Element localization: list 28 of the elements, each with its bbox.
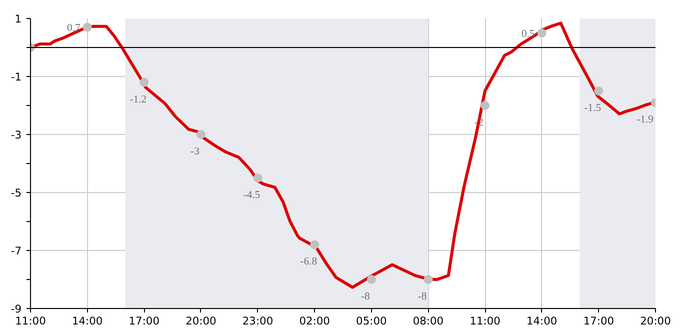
y-tick-label: -9 xyxy=(10,302,22,316)
data-label: -8 xyxy=(418,292,427,302)
data-label: -6.8 xyxy=(300,256,318,268)
data-label: -4.5 xyxy=(243,190,260,201)
data-label: -1.5 xyxy=(584,103,602,114)
x-tick-label: 14:00 xyxy=(526,314,558,328)
x-tick-label: 11:00 xyxy=(470,314,501,328)
x-tick-label: 23:00 xyxy=(242,314,274,328)
y-tick-label: -1 xyxy=(10,70,22,84)
data-label: -3 xyxy=(190,146,200,158)
y-tick-label: 1 xyxy=(14,12,22,26)
x-tick-label: 20:00 xyxy=(186,314,217,328)
data-label: -1.9 xyxy=(636,114,654,126)
data-label: -1.2 xyxy=(130,94,147,106)
x-tick-label: 17:00 xyxy=(128,314,160,328)
y-tick-label: -3 xyxy=(10,128,22,142)
data-label: -8 xyxy=(360,292,370,302)
x-tick-label: 11:00 xyxy=(15,314,46,328)
x-tick-label: 08:00 xyxy=(412,314,444,328)
y-tick-label: -5 xyxy=(10,186,22,200)
x-tick-label: 17:00 xyxy=(583,314,614,328)
x-tick-label: 05:00 xyxy=(356,314,387,328)
x-tick-label: 02:00 xyxy=(299,314,330,328)
x-tick-label: 20:00 xyxy=(640,314,672,328)
y-tick-label: -7 xyxy=(10,244,22,258)
x-tick-label: 14:00 xyxy=(72,314,103,328)
data-label: 0.7 xyxy=(67,23,81,34)
data-label: 0.5 xyxy=(522,29,535,40)
